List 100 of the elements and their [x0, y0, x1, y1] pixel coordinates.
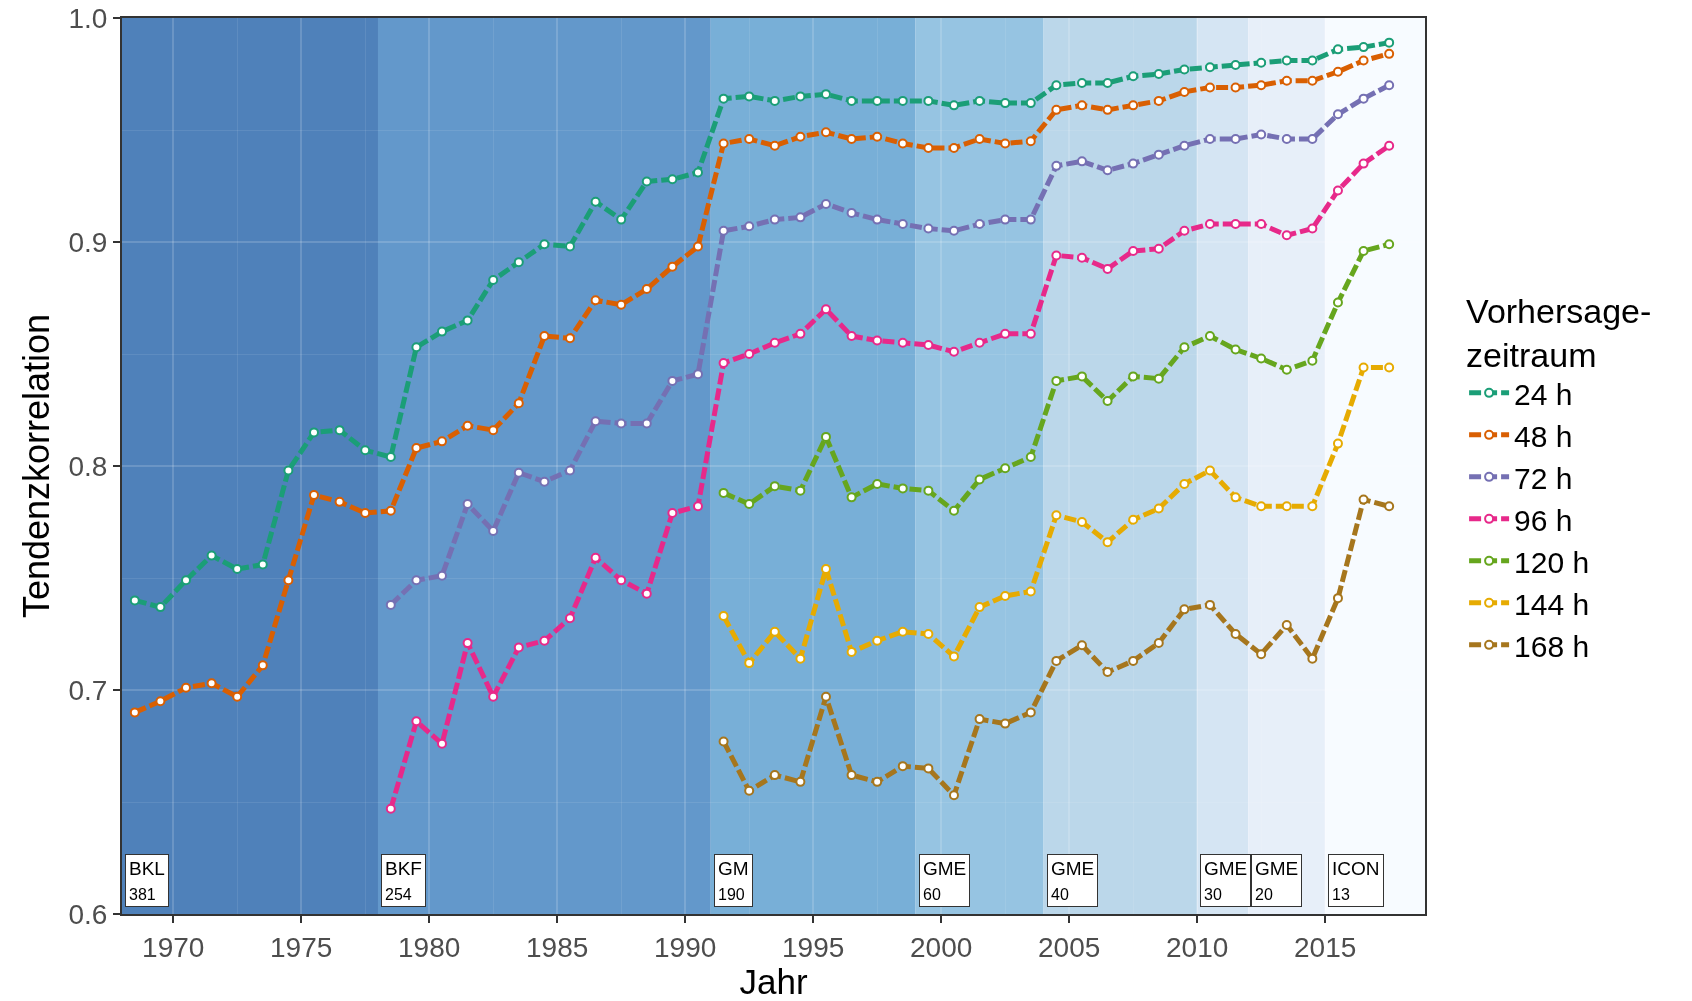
- point: [718, 357, 729, 368]
- point: [1153, 373, 1164, 384]
- y-tick-label: 0.8: [68, 450, 108, 482]
- point: [718, 736, 729, 747]
- point: [155, 602, 166, 613]
- point: [1000, 463, 1011, 474]
- point: [872, 776, 883, 787]
- point: [564, 613, 575, 624]
- point: [257, 559, 268, 570]
- point: [1051, 104, 1062, 115]
- point: [1332, 66, 1343, 77]
- point: [897, 219, 908, 230]
- point: [872, 635, 883, 646]
- legend-label: 24 h: [1514, 377, 1573, 411]
- point: [923, 142, 934, 153]
- legend-title: Vorhersage- zeitraum: [1466, 291, 1652, 374]
- point: [974, 133, 985, 144]
- point: [462, 315, 473, 326]
- point: [462, 420, 473, 431]
- point: [667, 508, 678, 519]
- point: [1230, 629, 1241, 639]
- point: [897, 95, 908, 106]
- legend-label: 168 h: [1514, 629, 1590, 663]
- point: [744, 133, 755, 144]
- point: [1076, 517, 1087, 527]
- point: [1051, 655, 1062, 666]
- point: [1179, 64, 1190, 75]
- point: [513, 257, 524, 268]
- point: [1000, 590, 1011, 601]
- point: [385, 505, 396, 516]
- point: [1102, 263, 1113, 274]
- point: [1000, 98, 1011, 109]
- point: [872, 214, 883, 225]
- point: [872, 478, 883, 489]
- point: [718, 138, 729, 149]
- point: [1358, 245, 1369, 256]
- point: [1102, 104, 1113, 115]
- point: [769, 481, 780, 492]
- point: [1128, 100, 1139, 111]
- point: [1230, 82, 1241, 93]
- point: [846, 770, 857, 781]
- point: [539, 635, 550, 646]
- point: [564, 333, 575, 344]
- point: [1256, 57, 1267, 68]
- band-label: GME 20: [1255, 858, 1299, 903]
- point: [1051, 510, 1062, 521]
- point: [539, 239, 550, 250]
- point: [692, 241, 703, 252]
- point: [436, 436, 447, 447]
- point: [948, 505, 959, 516]
- point: [1281, 364, 1292, 375]
- point: [769, 626, 780, 637]
- point: [641, 176, 652, 187]
- band-label: BKF 254: [385, 858, 422, 903]
- point: [1204, 82, 1215, 93]
- point: [1384, 362, 1395, 373]
- point: [1256, 649, 1267, 660]
- point: [667, 174, 678, 185]
- point: [1281, 501, 1292, 512]
- point: [488, 275, 499, 286]
- point: [436, 570, 447, 581]
- point: [1179, 225, 1190, 236]
- point: [411, 443, 422, 454]
- point: [1307, 223, 1318, 234]
- point: [744, 499, 755, 510]
- point: [616, 575, 627, 586]
- point: [334, 496, 345, 507]
- point: [411, 716, 422, 727]
- point: [897, 626, 908, 637]
- point: [590, 552, 601, 563]
- x-axis-title: Jahr: [739, 962, 808, 1001]
- point: [1051, 80, 1062, 91]
- point: [1256, 80, 1267, 91]
- point: [257, 660, 268, 671]
- point: [795, 328, 806, 339]
- point: [1076, 371, 1087, 382]
- point: [616, 214, 627, 225]
- point: [283, 465, 294, 476]
- point: [308, 427, 319, 438]
- point: [641, 418, 652, 429]
- point: [744, 785, 755, 796]
- point: [1358, 42, 1369, 53]
- y-axis-title: Tendenzkorrelation: [15, 313, 57, 619]
- point: [897, 138, 908, 149]
- band-label: GME 40: [1051, 858, 1095, 903]
- point: [1384, 501, 1395, 512]
- point: [1230, 133, 1241, 144]
- point: [846, 331, 857, 342]
- point: [846, 207, 857, 218]
- point: [744, 349, 755, 359]
- band-label: GME 30: [1204, 858, 1248, 903]
- point: [1102, 537, 1113, 548]
- point: [232, 691, 243, 702]
- point: [155, 696, 166, 707]
- point: [488, 691, 499, 702]
- point: [385, 803, 396, 814]
- point: [948, 142, 959, 153]
- point: [718, 93, 729, 104]
- point: [948, 790, 959, 801]
- point: [1025, 98, 1036, 109]
